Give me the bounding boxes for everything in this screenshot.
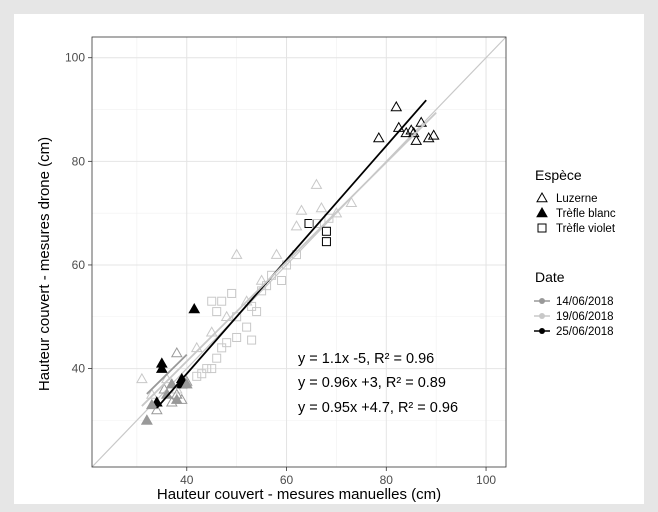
x-axis-title: Hauteur couvert - mesures manuelles (cm) xyxy=(157,486,441,503)
y-tick-label: 100 xyxy=(65,51,85,65)
data-point xyxy=(207,296,217,306)
regression-line xyxy=(141,112,437,407)
axis-ticks: 40 60 80 100 40 60 80 100 xyxy=(65,51,496,487)
y-tick-label: 60 xyxy=(72,258,86,272)
data-point xyxy=(345,196,358,208)
y-axis-title: Hauteur couvert - mesures drone (cm) xyxy=(36,137,53,391)
data-point xyxy=(217,343,227,353)
data-point xyxy=(165,378,178,389)
data-point xyxy=(197,369,207,379)
data-point xyxy=(277,275,287,285)
data-point xyxy=(255,274,268,285)
data-point xyxy=(304,219,314,229)
regression-lines xyxy=(141,99,437,409)
legend-date-key-dot xyxy=(539,298,545,304)
grid xyxy=(92,37,506,467)
data-point xyxy=(321,226,331,236)
data-point xyxy=(247,335,257,345)
data-point xyxy=(324,213,334,223)
x-tick-label: 40 xyxy=(180,473,194,487)
data-point xyxy=(422,132,435,143)
data-point xyxy=(315,201,328,213)
regression-line xyxy=(156,99,427,409)
data-point xyxy=(310,178,323,189)
data-point xyxy=(227,288,237,298)
y-tick-label: 80 xyxy=(72,154,86,168)
legend-shape-label: Trèfle blanc xyxy=(556,208,616,220)
equation-annotation-2: y = 0.96x +3, R² = 0.89 xyxy=(298,375,446,391)
data-point xyxy=(136,372,148,384)
data-point xyxy=(295,204,308,215)
data-point xyxy=(400,126,413,138)
data-point xyxy=(330,207,343,218)
data-point xyxy=(270,248,283,259)
legend-shape-key xyxy=(536,191,548,203)
legend-shape-key xyxy=(536,206,548,218)
data-point xyxy=(390,100,403,112)
legend-date-label: 14/06/2018 xyxy=(556,296,614,308)
legend-date-key-dot xyxy=(539,328,545,334)
data-point xyxy=(170,347,183,358)
identity-line xyxy=(91,36,507,468)
x-tick-label: 100 xyxy=(476,473,496,487)
data-point xyxy=(212,307,222,317)
data-point xyxy=(290,220,303,231)
x-tick-label: 80 xyxy=(380,473,394,487)
legend-date-label: 19/06/2018 xyxy=(556,311,614,323)
scatter-plot: 40 60 80 100 40 60 80 100 y = 1.1x -5, R² = 0.9… xyxy=(36,36,616,503)
legend-date-title: Date xyxy=(535,269,565,285)
equation-annotation-3: y = 0.95x +4.7, R² = 0.96 xyxy=(298,400,458,416)
data-point xyxy=(170,393,183,404)
data-point xyxy=(242,322,252,332)
y-tick-label: 40 xyxy=(72,362,86,376)
data-point xyxy=(192,371,202,381)
data-point xyxy=(232,332,242,342)
data-point xyxy=(292,250,302,260)
data-point xyxy=(145,398,158,410)
data-point xyxy=(267,270,277,280)
data-point xyxy=(415,116,428,127)
data-point xyxy=(410,134,423,145)
chart-figure: 40 60 80 100 40 60 80 100 y = 1.1x -5, R² = 0.9… xyxy=(14,14,644,504)
data-point xyxy=(180,378,193,389)
data-point xyxy=(212,353,222,363)
data-point xyxy=(405,124,418,135)
data-point xyxy=(150,404,163,415)
data-point xyxy=(207,364,217,374)
data-point xyxy=(247,301,257,311)
data-point xyxy=(230,248,243,259)
data-point xyxy=(372,132,385,143)
equation-annotation-1: y = 1.1x -5, R² = 0.96 xyxy=(298,351,434,367)
data-point xyxy=(155,362,168,373)
panel-border xyxy=(91,36,507,468)
data-point xyxy=(155,357,168,368)
legend-date-label: 25/06/2018 xyxy=(556,326,614,338)
legend-date-key-dot xyxy=(539,313,545,319)
data-point xyxy=(205,326,218,337)
data-point xyxy=(321,237,331,247)
data-point xyxy=(427,129,440,140)
data-point xyxy=(311,219,321,229)
x-tick-label: 60 xyxy=(280,473,294,487)
legend-shape-title: Espèce xyxy=(535,167,582,183)
data-point xyxy=(222,338,232,348)
data-point xyxy=(202,364,212,374)
data-point xyxy=(217,296,227,306)
legend-shape-key xyxy=(537,223,547,233)
data-point xyxy=(252,307,262,317)
data-point xyxy=(188,302,201,314)
legend-shape-label: Trèfle violet xyxy=(556,223,616,235)
data-point xyxy=(141,414,153,425)
legend-shape-label: Luzerne xyxy=(556,193,598,205)
regression-line xyxy=(146,353,188,395)
